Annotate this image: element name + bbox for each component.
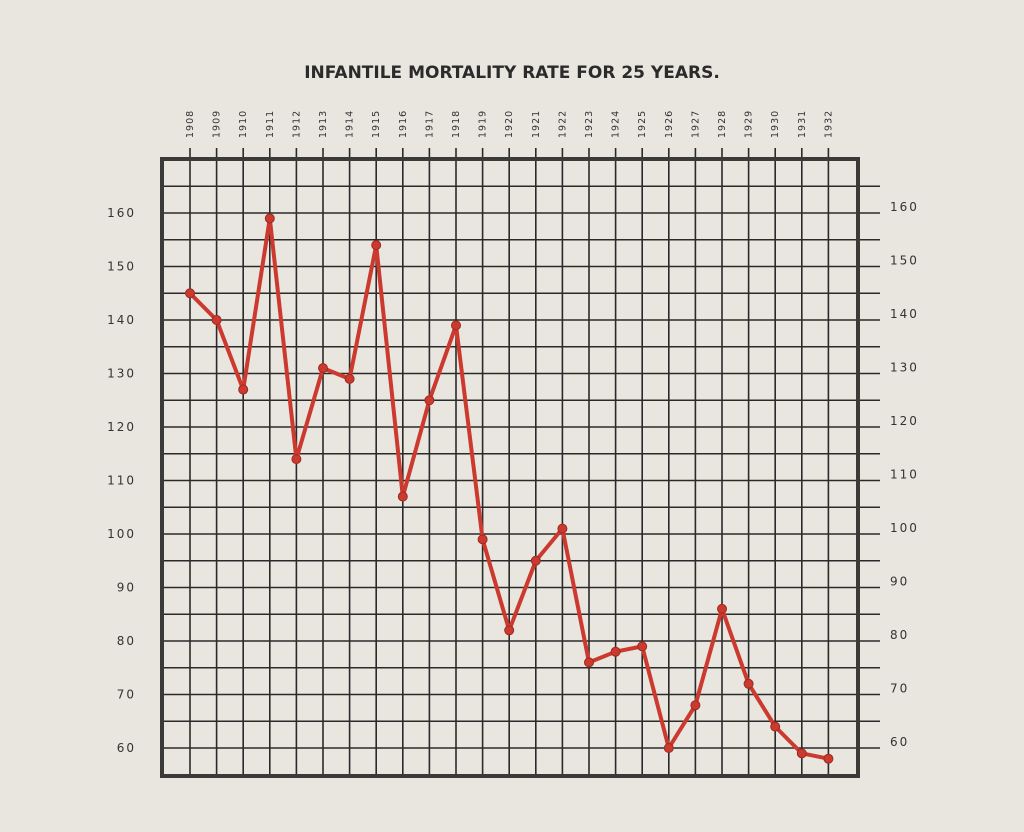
x-tick-label: 1927 bbox=[690, 110, 701, 138]
data-point bbox=[264, 213, 275, 224]
chart-frame bbox=[160, 157, 860, 778]
data-point bbox=[530, 555, 541, 566]
x-tick-label: 1913 bbox=[318, 110, 329, 138]
data-point bbox=[371, 240, 382, 251]
data-point bbox=[823, 753, 834, 764]
x-tick-label: 1932 bbox=[823, 110, 834, 138]
x-tick-label: 1917 bbox=[424, 110, 435, 138]
data-point bbox=[477, 534, 488, 545]
data-point bbox=[796, 748, 807, 759]
x-tick-label: 1920 bbox=[504, 110, 515, 138]
data-point bbox=[291, 454, 302, 465]
data-point bbox=[504, 625, 515, 636]
y-tick-label-left: 120 bbox=[107, 420, 136, 434]
x-tick-label: 1912 bbox=[291, 110, 302, 138]
x-tick-label: 1928 bbox=[717, 110, 728, 138]
y-tick-label-left: 90 bbox=[117, 581, 136, 595]
data-point bbox=[770, 721, 781, 732]
y-tick-label-left: 60 bbox=[117, 741, 136, 755]
series-line-group bbox=[185, 213, 834, 764]
x-tick-label: 1910 bbox=[238, 110, 249, 138]
data-point bbox=[557, 523, 568, 534]
data-point bbox=[424, 395, 435, 406]
chart-title: INFANTILE MORTALITY RATE FOR 25 YEARS. bbox=[304, 63, 720, 83]
x-tick-label: 1909 bbox=[212, 110, 223, 138]
data-point bbox=[690, 700, 701, 711]
x-tick-label: 1930 bbox=[770, 110, 781, 138]
y-tick-label-right: 130 bbox=[890, 361, 919, 375]
data-point bbox=[211, 315, 222, 325]
y-tick-label-right: 90 bbox=[890, 575, 909, 589]
x-tick-label: 1922 bbox=[557, 110, 568, 138]
x-tick-label: 1916 bbox=[398, 110, 409, 138]
y-tick-label-left: 150 bbox=[107, 260, 136, 274]
data-point bbox=[663, 743, 674, 753]
x-tick-label: 1911 bbox=[265, 110, 276, 138]
y-tick-label-right: 150 bbox=[890, 254, 919, 268]
data-point bbox=[238, 384, 249, 395]
x-tick-label: 1915 bbox=[371, 110, 382, 138]
data-point bbox=[318, 363, 328, 374]
x-tick-label: 1919 bbox=[478, 110, 489, 138]
y-tick-label-left: 130 bbox=[107, 367, 136, 381]
chart-grid bbox=[162, 148, 880, 776]
data-point bbox=[451, 320, 461, 331]
x-tick-label: 1931 bbox=[797, 110, 808, 138]
x-tick-label: 1914 bbox=[345, 110, 356, 138]
y-axis-right: 60 70 80 90 100 110 120 130 140 150 160 bbox=[890, 200, 919, 749]
y-tick-label-left: 100 bbox=[107, 527, 136, 541]
y-tick-label-right: 110 bbox=[890, 468, 919, 482]
x-tick-label: 1925 bbox=[637, 110, 648, 138]
y-tick-label-right: 60 bbox=[890, 735, 909, 749]
data-point bbox=[584, 657, 594, 668]
y-tick-label-left: 160 bbox=[107, 206, 136, 220]
x-tick-label: 1924 bbox=[611, 110, 622, 138]
y-tick-label-right: 140 bbox=[890, 307, 919, 321]
x-tick-label: 1929 bbox=[744, 110, 755, 138]
y-axis-left: 60 70 80 90 100 110 120 130 140 150 160 bbox=[107, 206, 136, 755]
y-tick-label-right: 80 bbox=[890, 628, 909, 642]
x-tick-label: 1918 bbox=[451, 110, 462, 138]
y-tick-label-left: 110 bbox=[107, 474, 136, 488]
data-point bbox=[743, 678, 754, 689]
y-tick-label-left: 70 bbox=[117, 688, 136, 702]
y-tick-label-left: 80 bbox=[117, 634, 136, 648]
data-point bbox=[637, 641, 648, 652]
data-point bbox=[610, 646, 621, 657]
data-point bbox=[717, 603, 727, 614]
x-tick-label: 1923 bbox=[584, 110, 595, 138]
x-axis-top: 1908 1909 1910 1911 1912 1913 1914 1915 1916 1917… bbox=[185, 110, 834, 138]
y-tick-label-right: 100 bbox=[890, 521, 919, 535]
data-point bbox=[397, 491, 408, 502]
y-tick-label-right: 120 bbox=[890, 414, 919, 428]
x-tick-label: 1908 bbox=[185, 110, 196, 138]
y-tick-label-right: 160 bbox=[890, 200, 919, 214]
data-point bbox=[185, 288, 195, 299]
y-tick-label-left: 140 bbox=[107, 313, 136, 327]
data-point bbox=[344, 373, 355, 384]
x-tick-label: 1926 bbox=[664, 110, 675, 138]
y-tick-label-right: 70 bbox=[890, 682, 909, 696]
x-tick-label: 1921 bbox=[531, 110, 542, 138]
